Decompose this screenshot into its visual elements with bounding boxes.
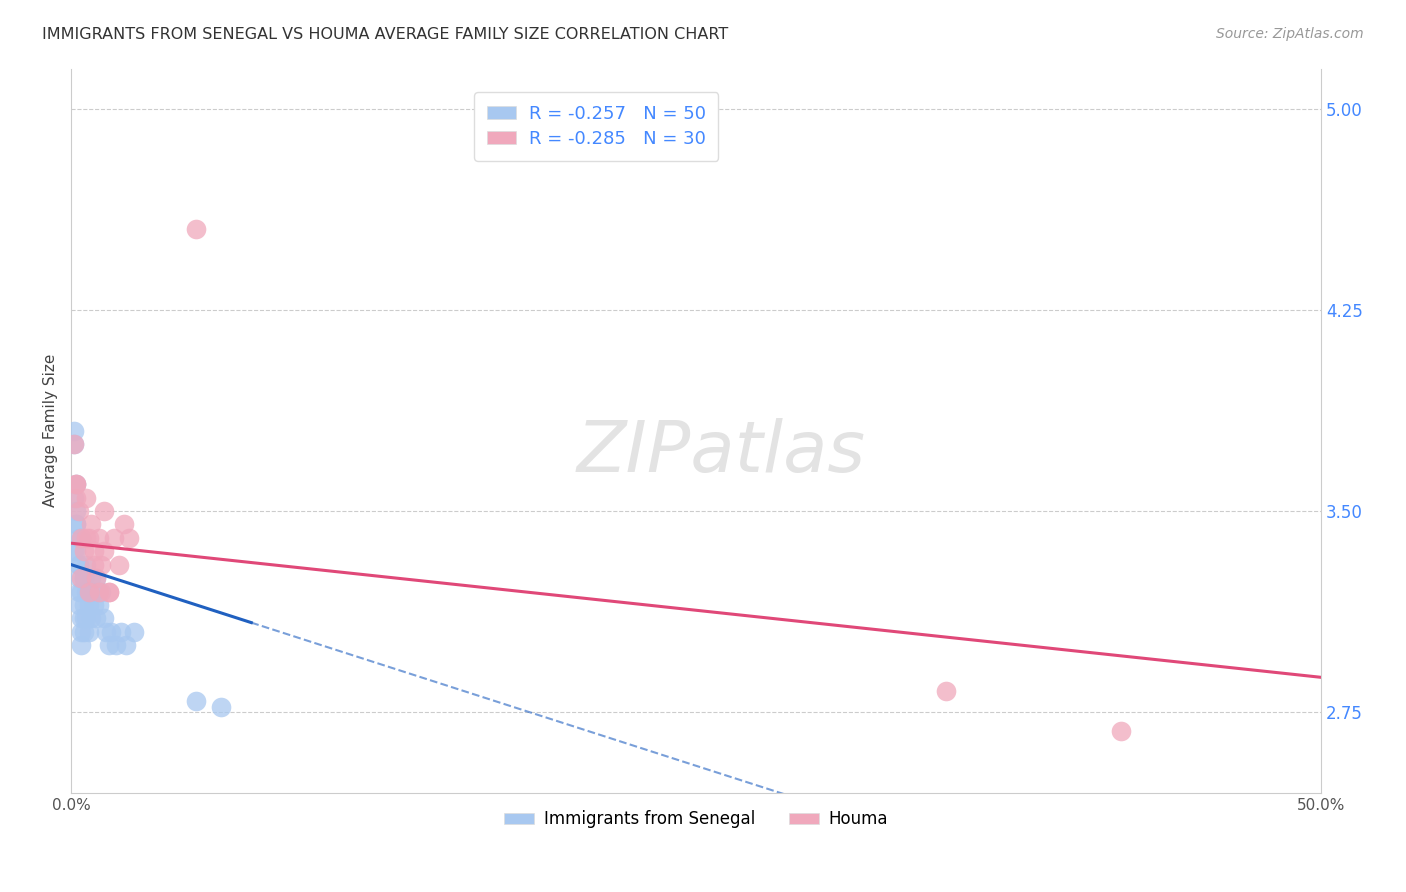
Point — [70, 571, 93, 585]
Point — [93, 611, 115, 625]
Legend: Immigrants from Senegal, Houma: Immigrants from Senegal, Houma — [498, 804, 896, 835]
Point — [97, 638, 120, 652]
Point — [75, 611, 97, 625]
Point — [80, 571, 103, 585]
Point — [103, 531, 125, 545]
Point — [97, 584, 120, 599]
Point — [67, 558, 90, 572]
Point — [62, 424, 84, 438]
Point — [83, 558, 105, 572]
Point — [67, 584, 90, 599]
Point — [73, 611, 96, 625]
Point — [110, 624, 132, 639]
Point — [186, 694, 208, 708]
Point — [83, 584, 105, 599]
Y-axis label: Average Family Size: Average Family Size — [44, 354, 58, 508]
Point — [77, 584, 100, 599]
Point — [70, 611, 93, 625]
Point — [65, 477, 87, 491]
Point — [86, 611, 108, 625]
Point — [67, 571, 90, 585]
Point — [75, 491, 97, 505]
Point — [75, 584, 97, 599]
Point — [105, 638, 128, 652]
Point — [62, 437, 84, 451]
Point — [87, 531, 110, 545]
Text: IMMIGRANTS FROM SENEGAL VS HOUMA AVERAGE FAMILY SIZE CORRELATION CHART: IMMIGRANTS FROM SENEGAL VS HOUMA AVERAGE… — [42, 27, 728, 42]
Point — [209, 699, 232, 714]
Point — [70, 531, 93, 545]
Point — [70, 638, 93, 652]
Point — [73, 544, 96, 558]
Point — [65, 544, 87, 558]
Point — [90, 584, 112, 599]
Point — [97, 584, 120, 599]
Point — [87, 584, 110, 599]
Point — [67, 598, 90, 612]
Point — [73, 624, 96, 639]
Point — [108, 558, 131, 572]
Point — [73, 598, 96, 612]
Point — [86, 571, 108, 585]
Point — [75, 531, 97, 545]
Point — [93, 544, 115, 558]
Point — [65, 517, 87, 532]
Point — [83, 598, 105, 612]
Point — [115, 638, 138, 652]
Point — [67, 531, 90, 545]
Point — [1109, 723, 1132, 738]
Point — [80, 517, 103, 532]
Point — [77, 598, 100, 612]
Text: Source: ZipAtlas.com: Source: ZipAtlas.com — [1216, 27, 1364, 41]
Point — [112, 517, 135, 532]
Point — [77, 531, 100, 545]
Point — [67, 558, 90, 572]
Point — [70, 531, 93, 545]
Point — [67, 504, 90, 518]
Point — [70, 624, 93, 639]
Point — [96, 624, 118, 639]
Point — [118, 531, 141, 545]
Point — [65, 517, 87, 532]
Point — [87, 598, 110, 612]
Point — [100, 624, 122, 639]
Point — [77, 584, 100, 599]
Text: ZIPatlas: ZIPatlas — [576, 417, 866, 487]
Point — [70, 584, 93, 599]
Point — [80, 611, 103, 625]
Point — [62, 544, 84, 558]
Point — [77, 624, 100, 639]
Point — [65, 477, 87, 491]
Point — [65, 504, 87, 518]
Point — [86, 571, 108, 585]
Point — [73, 571, 96, 585]
Point — [186, 222, 208, 236]
Point — [75, 558, 97, 572]
Point — [90, 558, 112, 572]
Point — [93, 504, 115, 518]
Point — [62, 491, 84, 505]
Point — [83, 544, 105, 558]
Point — [122, 624, 145, 639]
Point — [62, 437, 84, 451]
Point — [65, 491, 87, 505]
Point — [73, 571, 96, 585]
Point — [65, 477, 87, 491]
Point — [77, 584, 100, 599]
Point — [935, 683, 957, 698]
